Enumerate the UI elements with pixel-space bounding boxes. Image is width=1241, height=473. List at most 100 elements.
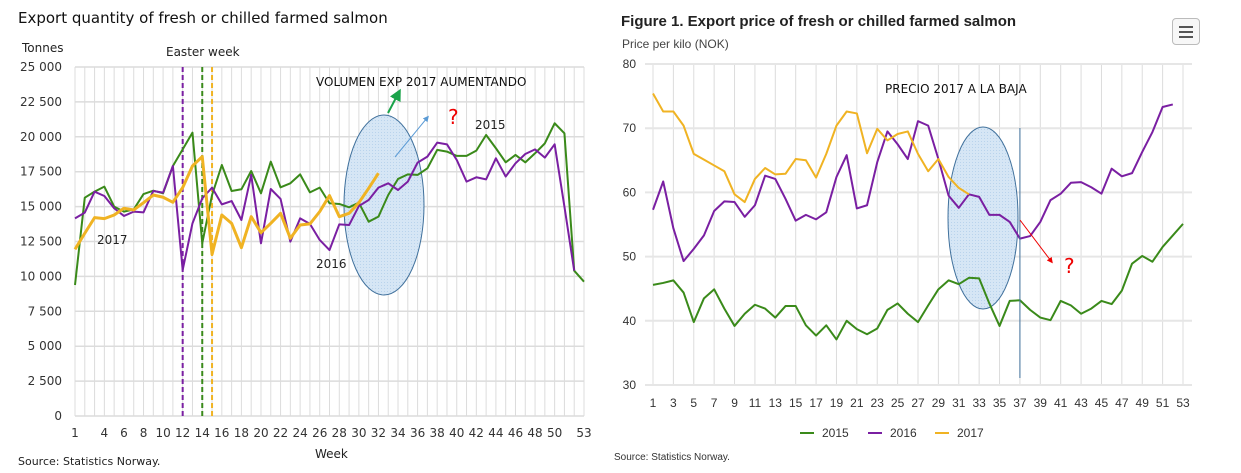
- x-tick-label: 23: [871, 396, 885, 410]
- x-tick-label: 53: [1176, 396, 1190, 410]
- x-tick-label: 14: [195, 426, 210, 440]
- series-label-2017: 2017: [97, 233, 128, 247]
- right-question-mark: ?: [1064, 254, 1075, 278]
- y-tick-label: 20 000: [20, 130, 62, 144]
- x-tick-label: 7: [711, 396, 718, 410]
- left-y-axis-unit: Tonnes: [22, 41, 64, 55]
- x-tick-label: 20: [253, 426, 268, 440]
- left-question-mark: ?: [448, 105, 459, 129]
- x-tick-label: 51: [1156, 396, 1170, 410]
- x-tick-label: 43: [1074, 396, 1088, 410]
- series-line-2016: [74, 141, 576, 271]
- left-source: Source: Statistics Norway.: [18, 455, 161, 468]
- y-tick-label: 2 500: [28, 374, 62, 388]
- x-tick-label: 6: [120, 426, 128, 440]
- x-tick-label: 47: [1115, 396, 1129, 410]
- x-tick-label: 9: [731, 396, 738, 410]
- easter-week-label: Easter week: [166, 45, 240, 59]
- red-arrow-icon: [1019, 219, 1053, 264]
- series-line-2015: [652, 223, 1184, 341]
- series-line-2017: [652, 93, 970, 204]
- x-tick-label: 34: [390, 426, 405, 440]
- x-tick-label: 5: [690, 396, 697, 410]
- x-tick-label: 49: [1136, 396, 1150, 410]
- x-tick-label: 22: [273, 426, 288, 440]
- y-tick-label: 40: [623, 314, 637, 328]
- y-tick-label: 7 500: [28, 304, 62, 318]
- x-tick-label: 41: [1054, 396, 1068, 410]
- y-tick-label: 25 000: [20, 60, 62, 74]
- x-tick-label: 26: [312, 426, 327, 440]
- highlight-ellipse: [947, 126, 1019, 310]
- x-tick-label: 3: [670, 396, 677, 410]
- x-tick-label: 30: [351, 426, 366, 440]
- series-line-2017: [73, 155, 380, 256]
- x-tick-label: 8: [140, 426, 148, 440]
- x-tick-label: 27: [911, 396, 925, 410]
- chart-menu-button[interactable]: [1172, 18, 1200, 45]
- y-tick-label: 12 500: [20, 235, 62, 249]
- x-tick-label: 44: [488, 426, 503, 440]
- blue-arrow-icon: [394, 115, 429, 158]
- y-tick-label: 70: [623, 121, 637, 135]
- x-tick-label: 13: [769, 396, 783, 410]
- left-x-axis-label: Week: [315, 447, 348, 461]
- series-label-2015: 2015: [475, 118, 506, 132]
- annotations: VOLUMEN EXP 2017 AUMENTANDO ? PRECIO 201…: [316, 75, 1075, 278]
- right-chart-subtitle: Price per kilo (NOK): [622, 37, 729, 51]
- x-tick-label: 31: [952, 396, 966, 410]
- left-annotation-text: VOLUMEN EXP 2017 AUMENTANDO: [316, 75, 526, 89]
- left-chart-title: Export quantity of fresh or chilled farm…: [18, 9, 388, 27]
- x-tick-label: 17: [809, 396, 823, 410]
- x-tick-label: 21: [850, 396, 864, 410]
- x-tick-label: 29: [932, 396, 946, 410]
- y-tick-label: 0: [54, 409, 62, 423]
- right-annotation-text: PRECIO 2017 A LA BAJA: [885, 82, 1027, 96]
- hamburger-line: [1179, 35, 1193, 38]
- x-tick-label: 1: [71, 426, 79, 440]
- x-tick-label: 16: [214, 426, 229, 440]
- x-tick-label: 28: [332, 426, 347, 440]
- x-tick-label: 36: [410, 426, 425, 440]
- x-tick-label: 39: [1034, 396, 1048, 410]
- x-tick-label: 24: [292, 426, 307, 440]
- x-tick-label: 37: [1013, 396, 1027, 410]
- x-tick-label: 33: [972, 396, 986, 410]
- x-tick-label: 10: [155, 426, 170, 440]
- series-line-2016: [652, 103, 1174, 263]
- x-tick-label: 42: [469, 426, 484, 440]
- y-tick-label: 50: [623, 250, 637, 264]
- x-tick-label: 4: [101, 426, 109, 440]
- x-tick-label: 50: [547, 426, 562, 440]
- x-tick-label: 15: [789, 396, 803, 410]
- legend-label-2017: 2017: [957, 426, 984, 440]
- legend-label-2015: 2015: [822, 426, 849, 440]
- x-tick-label: 48: [527, 426, 542, 440]
- y-tick-label: 30: [623, 378, 637, 392]
- y-tick-label: 22 500: [20, 95, 62, 109]
- y-tick-label: 5 000: [28, 339, 62, 353]
- right-source: Source: Statistics Norway.: [614, 452, 730, 463]
- x-tick-label: 38: [430, 426, 445, 440]
- right-chart-title: Figure 1. Export price of fresh or chill…: [621, 13, 1017, 30]
- y-tick-label: 60: [623, 185, 637, 199]
- y-tick-label: 17 500: [20, 165, 62, 179]
- hamburger-line: [1179, 30, 1193, 33]
- green-arrow-icon: [387, 88, 401, 114]
- x-tick-label: 19: [830, 396, 844, 410]
- y-tick-label: 10 000: [20, 269, 62, 283]
- x-tick-label: 53: [576, 426, 591, 440]
- left-chart: 0 2 500 5 000 7 500 10 000 12 500 15 000 17 500…: [20, 60, 592, 440]
- hamburger-menu-icon: [1179, 25, 1193, 28]
- y-tick-label: 80: [623, 57, 637, 71]
- x-tick-label: 45: [1095, 396, 1109, 410]
- x-tick-label: 40: [449, 426, 464, 440]
- x-tick-label: 25: [891, 396, 905, 410]
- x-tick-label: 1: [650, 396, 657, 410]
- series-label-2016: 2016: [316, 257, 347, 271]
- y-tick-label: 15 000: [20, 200, 62, 214]
- x-tick-label: 18: [234, 426, 249, 440]
- x-tick-label: 12: [175, 426, 190, 440]
